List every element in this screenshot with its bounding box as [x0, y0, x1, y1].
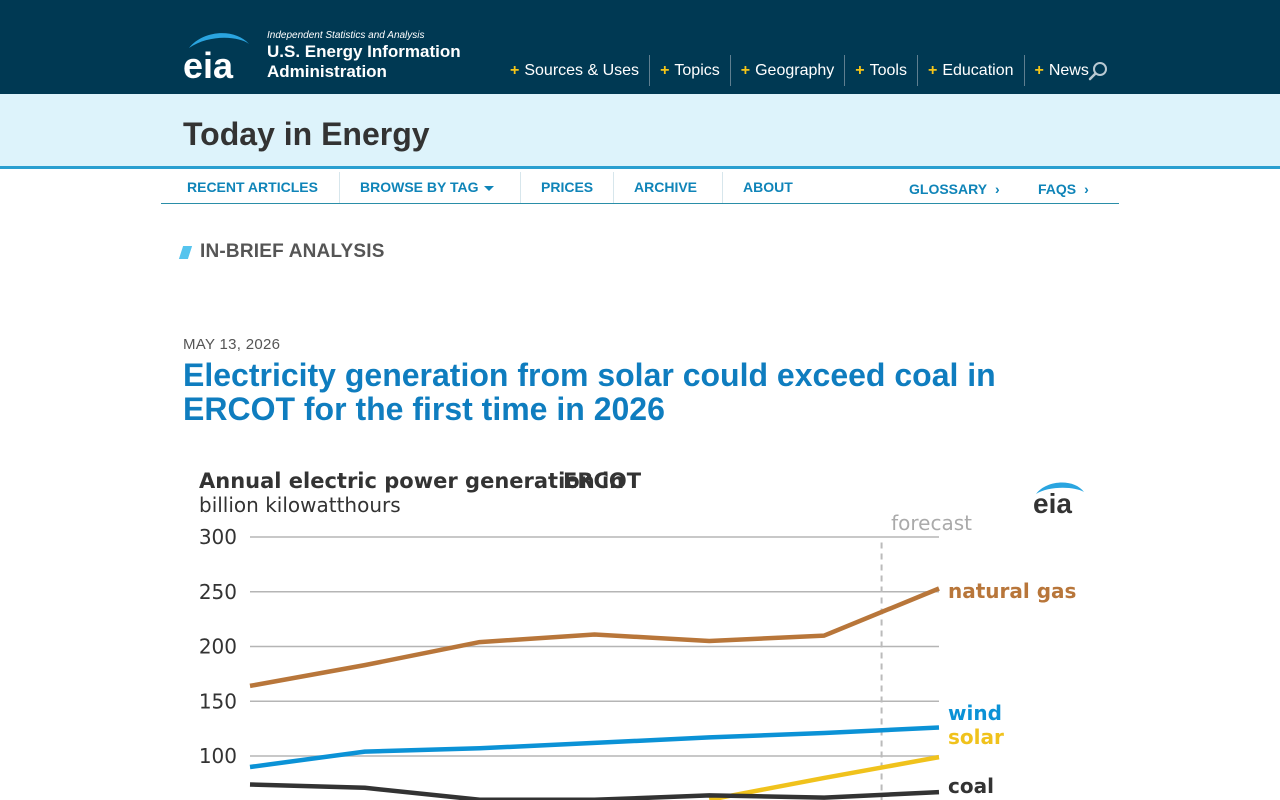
plus-icon: + [927, 61, 938, 79]
forecast-label: forecast [891, 511, 972, 535]
series-line-solar [708, 754, 940, 800]
y-tick-label: 250 [199, 580, 237, 604]
nav-sources-uses[interactable]: + Sources & Uses [500, 55, 651, 86]
plus-icon: + [510, 61, 520, 79]
series-label-natural-gas: natural gas [948, 579, 1076, 603]
org-name-line2: Administration [267, 62, 387, 81]
org-name-line1: U.S. Energy Information [267, 42, 461, 61]
plus-icon: + [660, 61, 670, 79]
slash-icon [178, 245, 193, 259]
subnav-faqs[interactable]: FAQS › [1038, 174, 1089, 205]
y-tick-label: 100 [199, 744, 237, 768]
subnav-divider [520, 172, 521, 203]
main-nav: + Sources & Uses + Topics + Geography + Tool… [500, 55, 1099, 86]
nav-geography[interactable]: + Geography [731, 55, 846, 86]
chart-canvas: Annual electric power generation inERCOT… [199, 469, 1084, 800]
chart-subtitle: billion kilowatthours [199, 493, 401, 517]
subnav-label: FAQS [1038, 181, 1077, 197]
series-line-natural-gas [249, 586, 940, 689]
section-banner: Today in Energy [0, 94, 1280, 169]
subnav-browse-by-tag[interactable]: BROWSE BY TAG [360, 172, 494, 203]
nav-news[interactable]: + News [1025, 55, 1099, 86]
subnav-label: BROWSE BY TAG [360, 179, 479, 195]
subnav-archive[interactable]: ARCHIVE [634, 179, 698, 195]
series-line-wind [249, 725, 940, 770]
eia-logo-icon: eia [183, 33, 249, 82]
nav-label: News [1048, 61, 1089, 79]
section-title: Today in Energy [183, 116, 430, 152]
subnav-about[interactable]: ABOUT [743, 179, 793, 195]
org-name: U.S. Energy Information Administration [267, 42, 461, 82]
chart-logo: eia [1033, 488, 1072, 519]
series-label-solar: solar [948, 725, 1004, 749]
subnav-label: GLOSSARY [909, 181, 988, 197]
series-label-wind: wind [948, 701, 1002, 725]
nav-label: Sources & Uses [524, 61, 640, 79]
nav-tools[interactable]: + Tools [845, 55, 918, 86]
series-line-coal [249, 782, 940, 800]
plus-icon: + [855, 61, 865, 79]
nav-topics[interactable]: + Topics [650, 55, 731, 86]
chart-title-overlap: ERCOT [563, 469, 642, 493]
article-date: MAY 13, 2026 [183, 336, 281, 353]
chart-logo-arc [1036, 482, 1084, 494]
sub-nav: RECENT ARTICLES BROWSE BY TAG PRICES ARC… [161, 172, 1119, 204]
y-tick-label: 150 [199, 689, 237, 713]
nav-label: Topics [674, 61, 720, 79]
subnav-divider [339, 172, 340, 203]
y-tick-label: 200 [199, 635, 237, 659]
chevron-right-icon: › [1084, 181, 1089, 197]
search-icon[interactable] [1088, 61, 1108, 81]
plus-icon: + [740, 61, 751, 79]
subnav-recent-articles[interactable]: RECENT ARTICLES [187, 179, 318, 195]
article-category: IN-BRIEF ANALYSIS [178, 241, 385, 263]
subnav-divider [613, 172, 614, 203]
subnav-prices[interactable]: PRICES [541, 179, 594, 195]
site-header: eia Independent Statistics and Analysis … [0, 0, 1280, 94]
series-label-coal: coal [948, 774, 994, 798]
subnav-divider [722, 172, 723, 203]
nav-education[interactable]: + Education [918, 55, 1025, 86]
chart-title: Annual electric power generation in [199, 469, 624, 493]
nav-label: Education [942, 61, 1014, 79]
y-tick-label: 300 [199, 525, 237, 549]
eia-logo[interactable]: eia Independent Statistics and Analysis … [183, 28, 473, 84]
plus-icon: + [1034, 61, 1044, 79]
generation-chart: Annual electric power generation in ERCOT… [180, 460, 1100, 800]
category-label: IN-BRIEF ANALYSIS [200, 241, 385, 262]
chevron-right-icon: › [995, 181, 1000, 197]
logo-tagline: Independent Statistics and Analysis [267, 30, 425, 41]
nav-label: Tools [869, 61, 907, 79]
nav-label: Geography [755, 61, 835, 79]
caret-down-icon [483, 185, 494, 191]
article-headline: Electricity generation from solar could … [183, 357, 996, 427]
svg-text:eia: eia [183, 45, 234, 82]
subnav-glossary[interactable]: GLOSSARY › [909, 174, 1000, 205]
